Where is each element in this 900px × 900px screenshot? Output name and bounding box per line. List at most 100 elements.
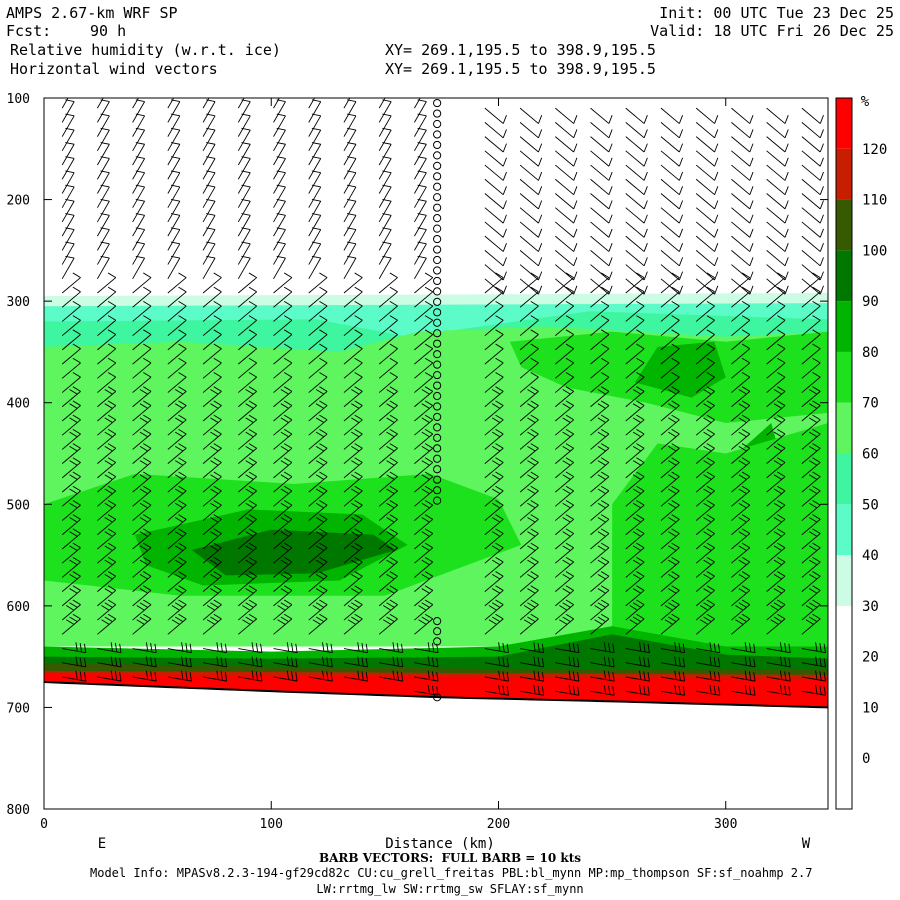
barb-flag (562, 531, 571, 537)
wind-barb (695, 357, 715, 379)
barb-staff (660, 405, 680, 422)
wind-barb (519, 386, 539, 408)
wind-barb (343, 443, 363, 465)
wind-barb (202, 113, 216, 137)
barb-flag (421, 602, 430, 608)
barb-flag (647, 672, 650, 682)
barb-flag (714, 186, 719, 195)
barb-flag (69, 602, 78, 608)
barb-staff (590, 462, 610, 479)
barb-staff (308, 547, 328, 564)
barb-staff (519, 278, 539, 295)
barb-flag (224, 672, 228, 682)
barb-flag (135, 213, 145, 216)
barb-staff (273, 319, 293, 337)
barb-staff (801, 178, 821, 196)
barb-flag (224, 657, 228, 667)
wind-barb (695, 485, 715, 507)
barb-flag (573, 243, 578, 252)
barb-flag (777, 372, 786, 378)
barb-flag (389, 343, 398, 350)
barb-staff (132, 186, 146, 208)
barb-flag (495, 443, 504, 449)
wind-barb (238, 599, 257, 621)
barb-staff (132, 158, 146, 180)
wind-barb (695, 207, 719, 224)
barb-flag (741, 471, 751, 478)
barb-staff (97, 447, 117, 465)
barb-flag (354, 485, 363, 492)
wind-barb (167, 315, 187, 337)
barb-flag (139, 460, 148, 466)
barb-flag (174, 474, 184, 480)
barb-flag (706, 485, 715, 492)
barb-flag (283, 556, 293, 563)
barb-staff (378, 590, 398, 607)
barb-flag (107, 514, 117, 520)
barb-flag (248, 485, 257, 492)
barb-flag (283, 400, 293, 406)
barb-staff (590, 376, 610, 393)
barb-flag (389, 500, 398, 506)
barb-flag (562, 474, 571, 480)
wind-barb (695, 164, 719, 181)
barb-staff (97, 257, 110, 280)
barb-flag (424, 386, 434, 392)
wind-barb (766, 235, 789, 252)
barb-flag (643, 115, 648, 124)
barb-flag (326, 671, 329, 681)
barb-flag (150, 657, 153, 667)
wind-barb (273, 400, 293, 422)
barb-staff (766, 618, 786, 635)
wind-barb (343, 414, 363, 436)
barb-flag (101, 86, 110, 88)
barb-flag (639, 684, 642, 694)
barb-flag (664, 619, 673, 625)
barb-staff (238, 277, 257, 294)
wind-barb (273, 241, 286, 265)
barb-flag (280, 460, 289, 466)
barb-flag (319, 329, 328, 335)
barb-flag (777, 329, 786, 335)
wind-barb (766, 107, 789, 124)
barb-flag (315, 431, 325, 438)
barb-flag (565, 585, 574, 591)
barb-staff (766, 107, 786, 124)
barb-staff (414, 590, 434, 607)
wind-barb (167, 599, 187, 621)
wind-barb (97, 585, 117, 607)
barb-staff (97, 291, 117, 308)
wind-barb (660, 556, 680, 578)
barb-staff (343, 433, 363, 450)
wind-barb (695, 414, 715, 436)
barb-staff (625, 575, 645, 592)
barb-staff (343, 348, 363, 365)
barb-flag (612, 686, 615, 696)
wind-barb (379, 656, 404, 668)
barb-flag (210, 531, 219, 537)
barb-flag (668, 616, 677, 623)
barb-staff (414, 561, 434, 578)
barb-flag (417, 255, 427, 259)
wind-barb (590, 471, 610, 493)
wind-barb (273, 98, 280, 109)
wind-barb (801, 107, 824, 124)
barb-staff (414, 504, 434, 521)
barb-flag (565, 357, 574, 364)
barb-flag (636, 471, 645, 478)
colorbar-label: 100 (862, 243, 887, 259)
barb-flag (417, 127, 427, 131)
wind-barb (308, 286, 328, 308)
barb-staff (238, 504, 257, 521)
barb-flag (608, 642, 611, 653)
barb-flag (421, 417, 430, 423)
barb-flag (66, 619, 75, 625)
wind-barb (660, 599, 680, 621)
barb-flag (608, 285, 613, 295)
barb-staff (660, 547, 680, 564)
wind-barb (731, 386, 751, 408)
barb-flag (703, 559, 712, 566)
barb-staff (590, 518, 610, 536)
wind-barb (695, 571, 715, 592)
barb-flag (283, 599, 293, 606)
